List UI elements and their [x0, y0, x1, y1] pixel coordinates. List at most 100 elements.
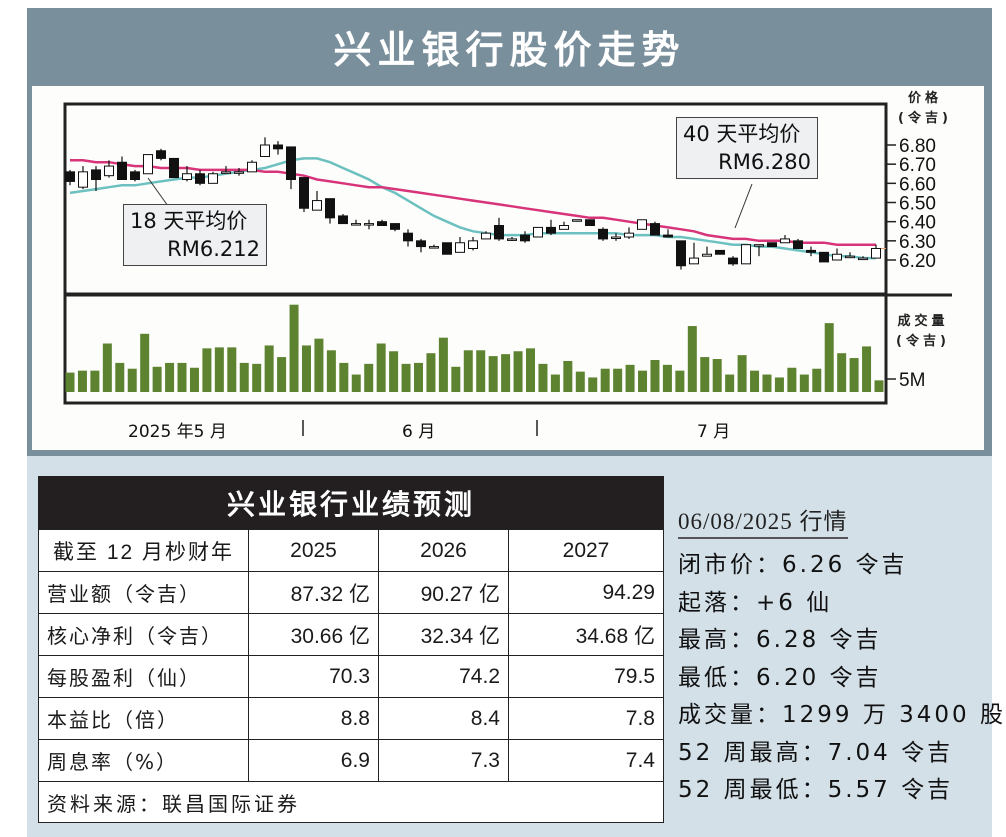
candlestick — [507, 238, 517, 241]
candlestick — [572, 219, 582, 222]
candlestick — [468, 240, 478, 249]
volume-plot-area — [63, 293, 888, 405]
volume-bar — [426, 353, 436, 392]
volume-bar — [152, 366, 162, 392]
volume-bar — [874, 380, 884, 392]
candlestick — [169, 157, 179, 179]
candlestick — [806, 249, 816, 253]
volume-bar — [289, 304, 299, 392]
candlestick — [819, 251, 829, 263]
volume-bar — [625, 364, 635, 392]
forecast-table-title: 兴业银行业绩预测 — [38, 476, 664, 529]
volume-bar — [413, 362, 423, 392]
candlestick — [741, 244, 751, 265]
volume-axis-title-line2: (令吉) — [896, 334, 950, 349]
candlestick — [442, 242, 452, 255]
volume-bar — [774, 377, 784, 392]
row-label: 每股盈利（仙） — [38, 655, 249, 698]
volume-bar — [687, 326, 697, 392]
market-date: 06/08/2025 行情 — [678, 502, 848, 539]
market-close: 闭市价：6.26 令吉 — [678, 552, 908, 578]
candlestick — [273, 144, 283, 150]
header-cell: 截至 12 月杪财年 — [38, 529, 249, 572]
volume-bar — [214, 347, 224, 392]
ma40-value: RM6.280 — [718, 150, 811, 174]
volume-bar — [165, 362, 175, 392]
candlestick — [234, 171, 244, 174]
candlestick — [325, 198, 335, 219]
table-row: 营业额（令吉） 87.32 亿 90.27 亿 94.29 — [38, 571, 664, 614]
candlestick — [104, 165, 114, 177]
volume-bar — [725, 374, 735, 392]
candlestick — [247, 161, 257, 173]
candlestick — [767, 242, 777, 248]
volume-bar — [326, 350, 336, 392]
market-change: 起落：+6 仙 — [678, 589, 833, 616]
volume-bar — [140, 333, 150, 392]
cell: 7.8 — [508, 697, 664, 740]
candlestick — [559, 225, 569, 230]
candlestick — [858, 257, 868, 261]
row-label: 核心净利（令吉） — [38, 613, 249, 656]
volume-bar — [202, 348, 212, 392]
volume-bar — [675, 370, 685, 392]
price-tick-label: 6.60 — [899, 174, 936, 195]
volume-bar — [575, 371, 585, 392]
volume-bar — [662, 364, 672, 392]
forecast-table: 兴业银行业绩预测 截至 12 月杪财年 2025 2026 2027 营业额（令… — [38, 476, 664, 823]
volume-bar — [588, 377, 598, 392]
row-label: 周息率（%） — [38, 739, 249, 782]
volume-bar — [488, 356, 498, 392]
cell: 32.34 亿 — [378, 613, 509, 656]
table-row: 每股盈利（仙） 70.3 74.2 79.5 — [38, 655, 664, 698]
volume-bar — [102, 343, 112, 392]
volume-bar — [650, 359, 660, 392]
x-label-july: 7 月 — [697, 422, 731, 442]
volume-bar — [90, 370, 100, 392]
cell: 34.68 亿 — [508, 613, 664, 656]
candlestick — [299, 177, 309, 209]
volume-bar — [762, 374, 772, 392]
header-cell: 2026 — [378, 529, 509, 572]
volume-tick-5m: 5M — [899, 370, 925, 391]
volume-bar — [127, 368, 137, 392]
cell: 87.32 亿 — [248, 571, 379, 614]
ma18-label: 18 天平均价 — [130, 209, 248, 233]
cell: 8.8 — [248, 697, 379, 740]
cell: 74.2 — [378, 655, 509, 698]
volume-bar — [438, 337, 448, 392]
cell: 30.66 亿 — [248, 613, 379, 656]
market-52w-high: 52 周最高：7.04 令吉 — [678, 739, 954, 766]
candlestick — [182, 173, 192, 180]
market-volume: 成交量：1299 万 3400 股 — [678, 702, 1006, 728]
volume-axis-title: 成交量 (令吉) — [892, 312, 954, 352]
candlestick — [364, 223, 374, 226]
volume-bar — [600, 368, 610, 392]
candlestick — [208, 173, 218, 184]
price-tick-label: 6.50 — [899, 194, 936, 215]
volume-bar — [712, 359, 722, 392]
candlestick — [546, 226, 556, 234]
candlestick — [520, 234, 530, 242]
table-row: 本益比（倍） 8.8 8.4 7.8 — [38, 697, 664, 740]
volume-bar — [849, 358, 859, 392]
volume-bar — [339, 362, 349, 392]
volume-bar — [301, 345, 311, 392]
table-header-row: 截至 12 月杪财年 2025 2026 2027 — [38, 529, 664, 572]
volume-bar — [862, 346, 872, 392]
candlestick — [715, 249, 725, 255]
volume-bar — [812, 368, 822, 392]
x-label-may: 2025 年5 月 — [128, 422, 227, 442]
candlestick — [429, 246, 439, 249]
volume-bar — [538, 363, 548, 392]
volume-bar — [364, 363, 374, 392]
candlestick — [780, 238, 790, 244]
price-tick-label: 6.30 — [899, 232, 936, 253]
candlestick — [78, 171, 88, 188]
chart-title-bar: 兴业银行股价走势 — [27, 8, 992, 84]
candlestick — [143, 154, 153, 175]
volume-bar — [376, 343, 386, 392]
candlestick — [728, 257, 738, 265]
candlestick — [377, 221, 387, 227]
volume-bar — [613, 368, 623, 392]
